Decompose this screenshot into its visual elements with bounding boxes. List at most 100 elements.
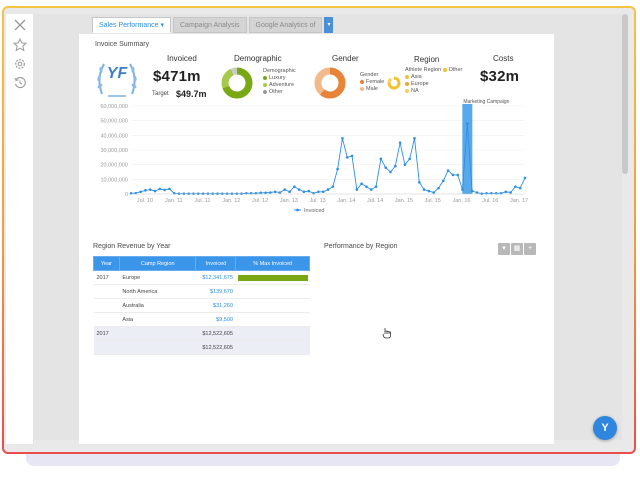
region-revenue-table: Year Camp Region Invoiced % Max Invoiced…	[93, 256, 310, 355]
data-point	[259, 191, 263, 195]
history-icon[interactable]	[12, 76, 28, 92]
cell-invoiced: $12,522,605	[195, 340, 236, 355]
close-icon[interactable]	[12, 18, 28, 34]
data-point	[336, 167, 339, 171]
tab-sales-performance[interactable]: Sales Performance ▾	[92, 17, 171, 33]
data-point	[456, 173, 460, 177]
target-label: Target	[152, 91, 169, 97]
column-header-max-invoiced[interactable]: % Max Invoiced	[235, 256, 310, 271]
y-tick-label: 50,000,000	[100, 119, 128, 125]
cell-region: Asia	[119, 312, 196, 327]
legend-item[interactable]: Other	[442, 67, 462, 73]
data-point	[442, 179, 445, 183]
data-point	[451, 173, 455, 177]
legend-item[interactable]: Adventure	[263, 82, 296, 89]
legend-item[interactable]: NA	[405, 88, 462, 95]
cell-invoiced[interactable]: $139,670	[195, 284, 236, 299]
data-point	[158, 187, 162, 191]
data-point	[365, 185, 368, 188]
legend-item[interactable]: Europe	[405, 81, 462, 88]
column-header-camp-region[interactable]: Camp Region	[118, 256, 197, 271]
region-donut[interactable]	[387, 76, 401, 90]
data-point	[283, 188, 287, 191]
data-point	[317, 190, 320, 194]
data-point	[514, 185, 517, 188]
x-tick-label: Jan. 14	[337, 198, 355, 204]
data-point	[341, 136, 344, 140]
data-point	[345, 156, 349, 159]
data-point	[523, 176, 527, 180]
data-point	[321, 190, 325, 194]
column-header-year[interactable]: Year	[93, 256, 120, 271]
y-tick-label: 30,000,000	[100, 148, 128, 154]
cell-max-invoiced	[235, 340, 310, 355]
max-invoiced-bar	[237, 274, 308, 281]
filter-icon[interactable]: ▾	[498, 243, 510, 255]
cell-region	[119, 340, 196, 355]
data-point	[393, 164, 397, 168]
data-point	[475, 191, 479, 194]
tabs-overflow-button[interactable]: ▾	[324, 17, 334, 33]
data-point	[360, 182, 363, 186]
region-legend-title: Athlete Region	[405, 67, 442, 73]
tab-campaign-analysis[interactable]: Campaign Analysis	[173, 17, 247, 33]
cell-invoiced[interactable]: $31,260	[195, 298, 236, 313]
invoiced-line-chart[interactable]: 60,000,000 50,000,000 40,000,000 30,000,000…	[79, 98, 554, 218]
data-point	[470, 189, 474, 193]
data-point	[408, 157, 411, 161]
add-icon[interactable]: +	[524, 243, 536, 255]
data-point	[432, 191, 436, 194]
legend-item[interactable]: Other	[263, 89, 296, 96]
tab-google-analytics[interactable]: Google Analytics of	[248, 17, 323, 33]
column-header-invoiced[interactable]: Invoiced	[195, 256, 237, 271]
data-point	[461, 188, 464, 191]
cell-max-invoiced	[235, 284, 310, 299]
data-point	[168, 187, 171, 191]
gender-label: Gender	[332, 54, 359, 63]
x-tick-label: Jul. 11	[195, 198, 211, 204]
legend-item[interactable]: Male	[360, 86, 384, 93]
scrollbar[interactable]	[622, 14, 628, 174]
data-point	[350, 154, 354, 158]
cell-year	[93, 340, 120, 355]
chat-button[interactable]: Y	[593, 416, 617, 440]
data-point	[288, 190, 291, 194]
legend-item[interactable]: Female	[360, 79, 384, 86]
data-point	[139, 190, 142, 194]
demographic-donut[interactable]	[221, 67, 253, 99]
cell-invoiced[interactable]: $9,500	[195, 312, 236, 327]
data-point	[331, 185, 335, 188]
data-point	[413, 136, 416, 140]
data-point	[417, 180, 421, 184]
campaign-annotation: Marketing Campaign	[463, 99, 509, 105]
x-tick-label: Jul. 16	[482, 198, 498, 204]
data-point	[148, 188, 152, 191]
cell-invoiced[interactable]: $12,341,675	[195, 270, 236, 285]
cell-region: North America	[119, 284, 196, 299]
cell-year: 2017	[93, 270, 120, 285]
gender-donut[interactable]	[314, 67, 346, 99]
demographic-legend: Demographic Luxury Adventure Other	[263, 68, 296, 96]
table-view-icon[interactable]: ▦	[511, 243, 523, 255]
region-revenue-title: Region Revenue by Year	[93, 243, 171, 250]
data-point	[384, 166, 387, 169]
cell-region: Australia	[119, 298, 196, 313]
legend-item[interactable]: Asia	[405, 74, 462, 81]
data-point	[355, 188, 359, 191]
data-point	[398, 141, 402, 144]
data-point	[466, 122, 469, 125]
report-tabs: Sales Performance ▾ Campaign Analysis Go…	[92, 17, 334, 33]
hand-cursor-icon	[382, 328, 391, 339]
data-point	[437, 186, 440, 190]
data-point	[379, 157, 383, 161]
x-tick-label: Jul. 13	[310, 198, 326, 204]
settings-icon[interactable]	[12, 57, 28, 73]
cell-region	[119, 326, 196, 341]
star-icon[interactable]	[12, 37, 28, 54]
x-tick-label: Jul. 14	[367, 198, 383, 204]
legend-item[interactable]: Luxury	[263, 75, 296, 82]
data-point	[269, 191, 272, 194]
x-tick-label: Jul. 12	[252, 198, 268, 204]
demographic-legend-title: Demographic	[263, 68, 296, 74]
cell-max-invoiced	[235, 270, 310, 285]
